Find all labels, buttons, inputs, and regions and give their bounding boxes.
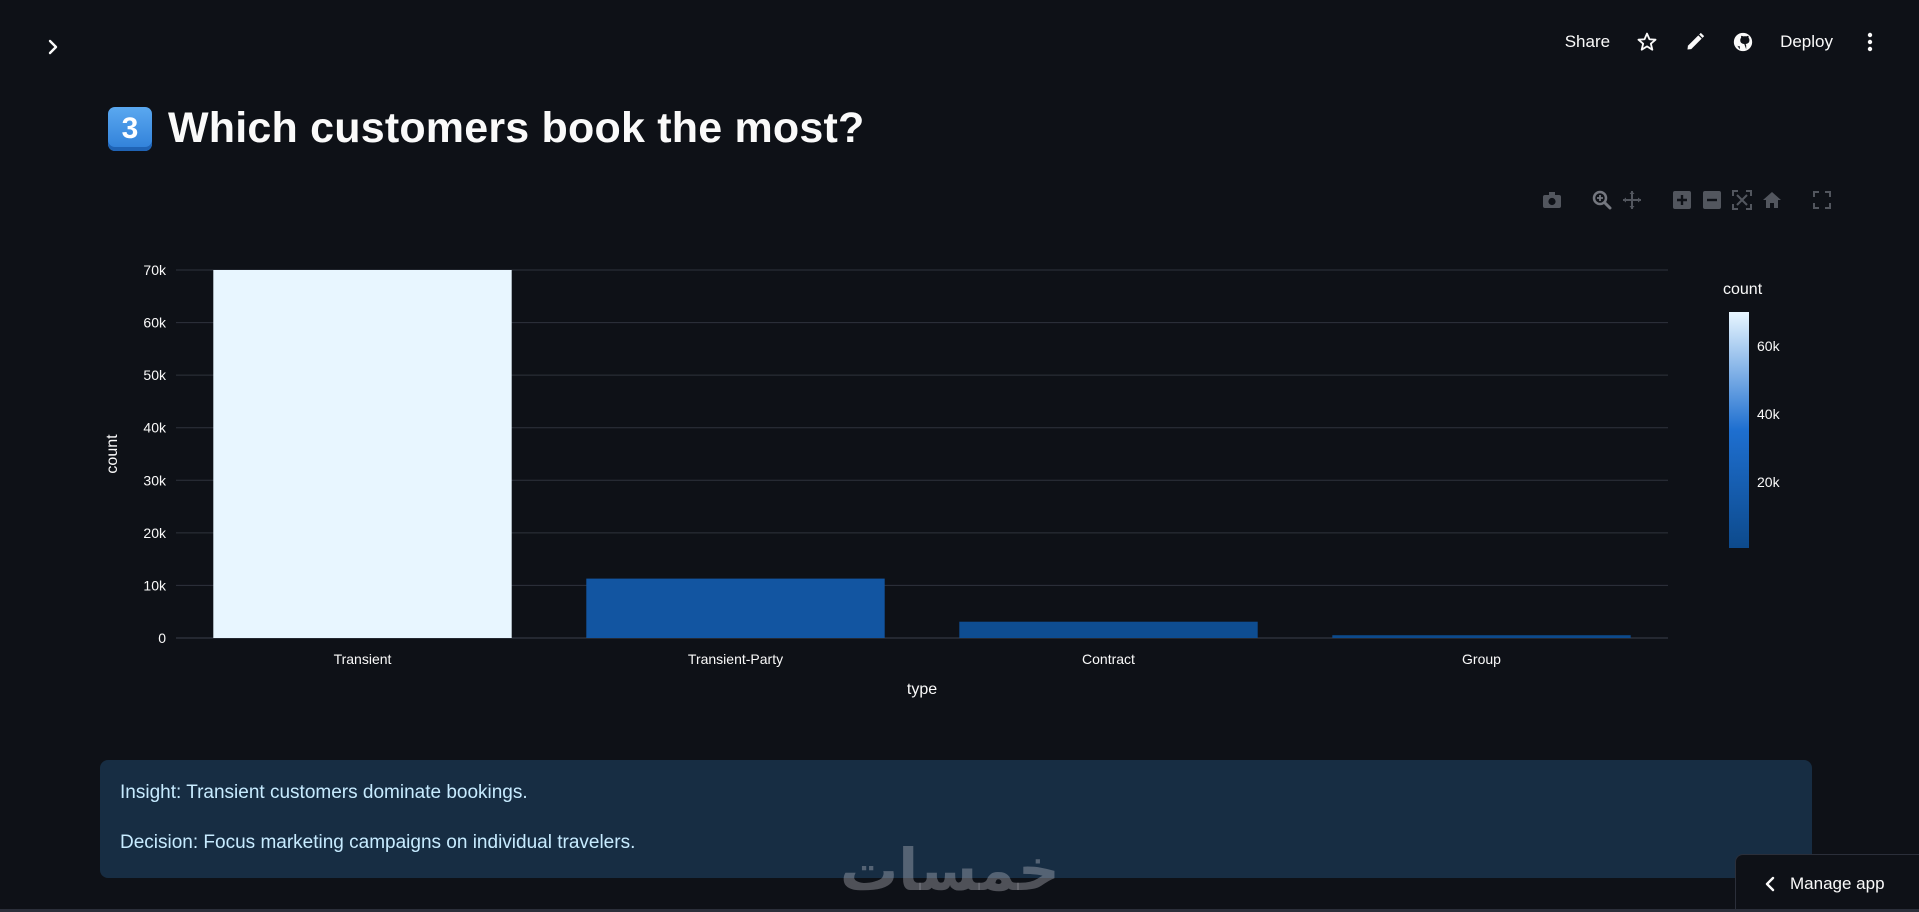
autoscale-icon[interactable] [1732,190,1752,210]
chevron-right-icon [48,39,58,55]
home-icon[interactable] [1762,190,1782,210]
more-vertical-icon[interactable] [1859,31,1881,53]
y-tick-label: 30k [143,472,167,488]
edit-pencil-icon[interactable] [1684,31,1706,53]
y-tick-label: 60k [143,315,167,331]
colorbar-title: count [1723,281,1763,298]
star-icon[interactable] [1636,31,1658,53]
colorbar-tick-label: 40k [1757,406,1781,422]
y-tick-label: 0 [158,630,166,646]
colorbar-tick-label: 20k [1757,474,1781,490]
pan-icon[interactable] [1622,190,1642,210]
y-tick-label: 50k [143,367,167,383]
manage-app-button[interactable]: Manage app [1735,854,1919,912]
x-tick-label: Transient-Party [688,651,783,667]
watermark-logo: خمسات [840,836,1060,904]
bar-transient [213,270,512,638]
bar-contract [959,621,1258,638]
fullscreen-icon[interactable] [1812,190,1832,210]
insight-info-box: Insight: Transient customers dominate bo… [100,760,1812,878]
insight-text: Insight: Transient customers dominate bo… [120,782,528,803]
decision-text: Decision: Focus marketing campaigns on i… [120,832,636,853]
share-button[interactable]: Share [1564,32,1611,51]
colorbar-tick-label: 60k [1757,338,1781,354]
x-tick-label: Contract [1082,651,1135,667]
keycap-number-emoji: 3 [108,106,152,151]
zoom-icon[interactable] [1592,190,1612,210]
camera-icon[interactable] [1542,190,1562,210]
y-axis-title: count [104,434,121,474]
github-icon[interactable] [1732,31,1754,53]
bottom-divider [0,909,1919,912]
zoom-out-icon[interactable] [1702,190,1722,210]
sidebar-expand-button[interactable] [40,34,66,60]
page-title: Which customers book the most? [168,104,865,152]
y-tick-label: 20k [143,525,167,541]
zoom-in-icon[interactable] [1672,190,1692,210]
x-tick-label: Transient [334,651,392,667]
bar-chart: 0 10k 20k 30k 40k 50k 60k 70k Transient Transient… [104,262,1781,698]
y-tick-label: 40k [143,420,167,436]
manage-app-label: Manage app [1790,873,1885,893]
y-tick-label: 10k [143,577,167,593]
page-title-row: 3 Which customers book the most? [108,104,864,153]
app-header-toolbar: Share Deploy [1565,28,1881,56]
x-axis-title: type [907,681,937,698]
bar-group [1332,635,1631,638]
colorbar [1729,312,1749,548]
chevron-left-icon [1765,876,1775,891]
x-tick-label: Group [1462,651,1501,667]
y-tick-label: 70k [143,262,167,278]
deploy-button[interactable]: Deploy [1780,32,1833,51]
chart-modebar [1542,188,1832,212]
bar-transient-party [586,578,885,638]
